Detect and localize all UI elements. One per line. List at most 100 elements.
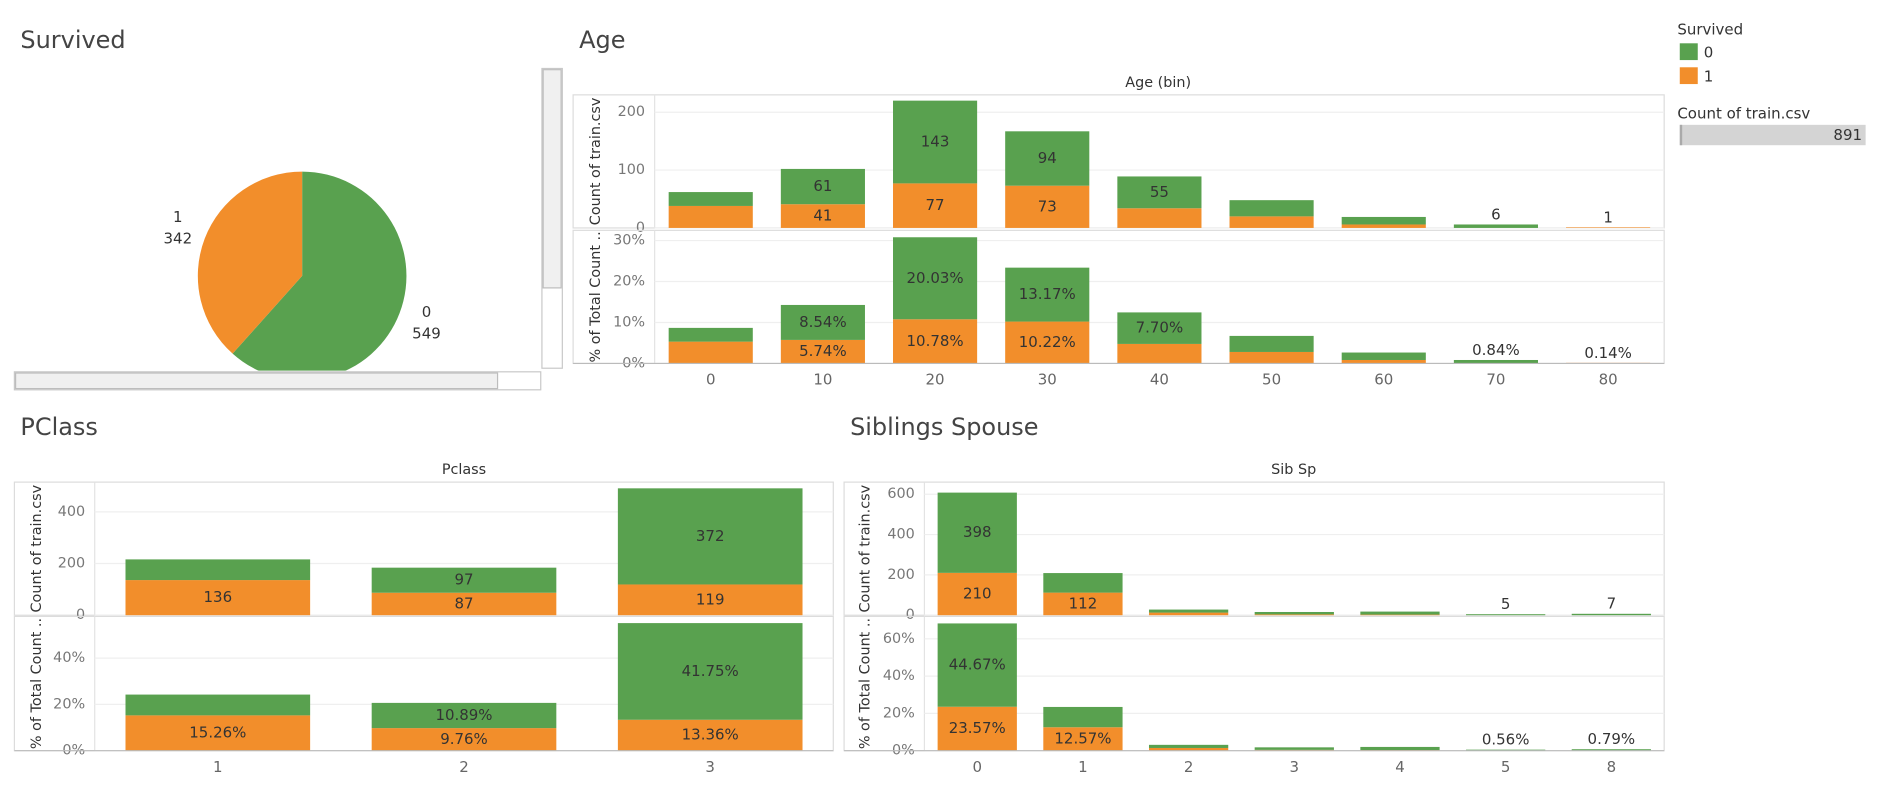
bar-segment	[893, 237, 978, 320]
bar-segment	[1043, 727, 1123, 751]
bar-segment	[1341, 224, 1426, 228]
value-label: 0.56%	[1482, 731, 1530, 749]
x-tick-label: 80	[1599, 371, 1618, 389]
bar-segment	[1117, 176, 1202, 209]
x-tick-label: 8	[1607, 758, 1617, 776]
value-label: 372	[696, 527, 725, 545]
bar-segment	[1466, 614, 1546, 616]
bar-segment	[1229, 216, 1314, 228]
bar-segment	[937, 572, 1017, 616]
bar-segment	[1117, 208, 1202, 228]
bar-segment	[780, 168, 865, 205]
bar-segment	[668, 341, 753, 364]
legend-swatch	[1679, 67, 1698, 85]
value-label: 12.57%	[1054, 729, 1111, 747]
value-label: 0.79%	[1588, 730, 1636, 748]
value-label: 0.14%	[1584, 344, 1632, 362]
summary-value: 891	[1833, 126, 1862, 144]
bar-segment	[125, 559, 311, 581]
y-tick-label: 10%	[613, 314, 645, 330]
x-tick-label: 50	[1262, 371, 1281, 389]
bar-segment	[125, 580, 311, 616]
bar-segment	[371, 592, 557, 616]
pie-value-label: 549	[412, 325, 441, 343]
x-tick-label: 3	[705, 758, 715, 776]
y-tick-label: 20%	[613, 274, 645, 290]
y-tick-label: 20%	[883, 705, 915, 721]
bar-segment	[1341, 359, 1426, 364]
bar-segment	[780, 339, 865, 364]
y-tick-label: 400	[58, 504, 85, 520]
value-label: 41	[813, 207, 832, 225]
value-label: 5	[1501, 595, 1511, 613]
value-label: 13.36%	[682, 726, 739, 744]
v-scroll-thumb[interactable]	[542, 69, 562, 289]
bar-segment	[1254, 614, 1334, 616]
bar-segment	[780, 304, 865, 340]
pie-category-label: 1	[173, 208, 183, 226]
y-axis-title: % of Total Count ..	[858, 618, 874, 749]
value-label: 15.26%	[189, 724, 246, 742]
bar-segment	[1117, 343, 1202, 364]
h-scroll-thumb[interactable]	[14, 372, 499, 390]
bar-segment	[125, 694, 311, 716]
bar-segment	[1453, 359, 1538, 364]
summary-bar	[1679, 124, 1866, 146]
chart-title: Age	[579, 26, 625, 54]
value-label: 9.76%	[440, 730, 488, 748]
x-tick-label: 4	[1395, 758, 1405, 776]
bar-segment	[893, 183, 978, 228]
value-label: 6	[1491, 205, 1501, 223]
bar-segment	[1148, 744, 1229, 748]
bar-segment	[893, 319, 978, 364]
chart-title: PClass	[20, 413, 98, 441]
bar-segment	[1571, 749, 1651, 751]
bar-segment	[1254, 611, 1334, 615]
value-label: 23.57%	[949, 719, 1006, 737]
summary-label: Count of train.csv	[1677, 105, 1810, 123]
legend-label: 1	[1704, 67, 1714, 85]
y-tick-label: 60%	[883, 631, 915, 647]
y-tick-label: 40%	[883, 668, 915, 684]
bar-segment	[1453, 224, 1538, 228]
x-tick-label: 60	[1374, 371, 1393, 389]
x-axis-header: Age (bin)	[1125, 75, 1191, 91]
bar-segment	[371, 728, 557, 751]
value-label: 10.78%	[907, 332, 964, 350]
legend-label: 0	[1704, 43, 1714, 61]
x-tick-label: 0	[706, 371, 716, 389]
value-label: 44.67%	[949, 656, 1006, 674]
value-label: 10.22%	[1019, 333, 1076, 351]
bar-segment	[1005, 321, 1090, 364]
bar-segment	[617, 719, 803, 751]
value-label: 398	[963, 523, 992, 541]
x-tick-label: 0	[972, 758, 982, 776]
bar-segment	[1254, 747, 1334, 750]
value-label: 1	[1603, 208, 1613, 226]
value-label: 77	[926, 196, 945, 214]
legend-title: Survived	[1677, 21, 1743, 39]
y-axis-title: Count of train.csv	[29, 484, 45, 612]
bar-segment	[1117, 312, 1202, 344]
bar-segment	[1148, 612, 1229, 616]
y-tick-label: 30%	[613, 233, 645, 249]
value-label: 97	[454, 571, 473, 589]
bar-segment	[1229, 200, 1314, 217]
value-label: 112	[1069, 594, 1098, 612]
x-tick-label: 20	[926, 371, 945, 389]
bar-segment	[937, 706, 1017, 751]
bar-segment	[1005, 267, 1090, 322]
y-axis-title: Count of train.csv	[858, 484, 874, 612]
bar-segment	[937, 492, 1017, 573]
value-label: 210	[963, 585, 992, 603]
y-tick-label: 200	[887, 567, 914, 583]
y-tick-label: 100	[618, 162, 645, 178]
bar-segment	[1571, 613, 1651, 616]
y-tick-label: 20%	[53, 696, 85, 712]
y-axis-title: % of Total Count ..	[588, 231, 604, 362]
bar-segment	[1341, 352, 1426, 360]
y-tick-label: 40%	[53, 650, 85, 666]
x-tick-label: 5	[1501, 758, 1511, 776]
